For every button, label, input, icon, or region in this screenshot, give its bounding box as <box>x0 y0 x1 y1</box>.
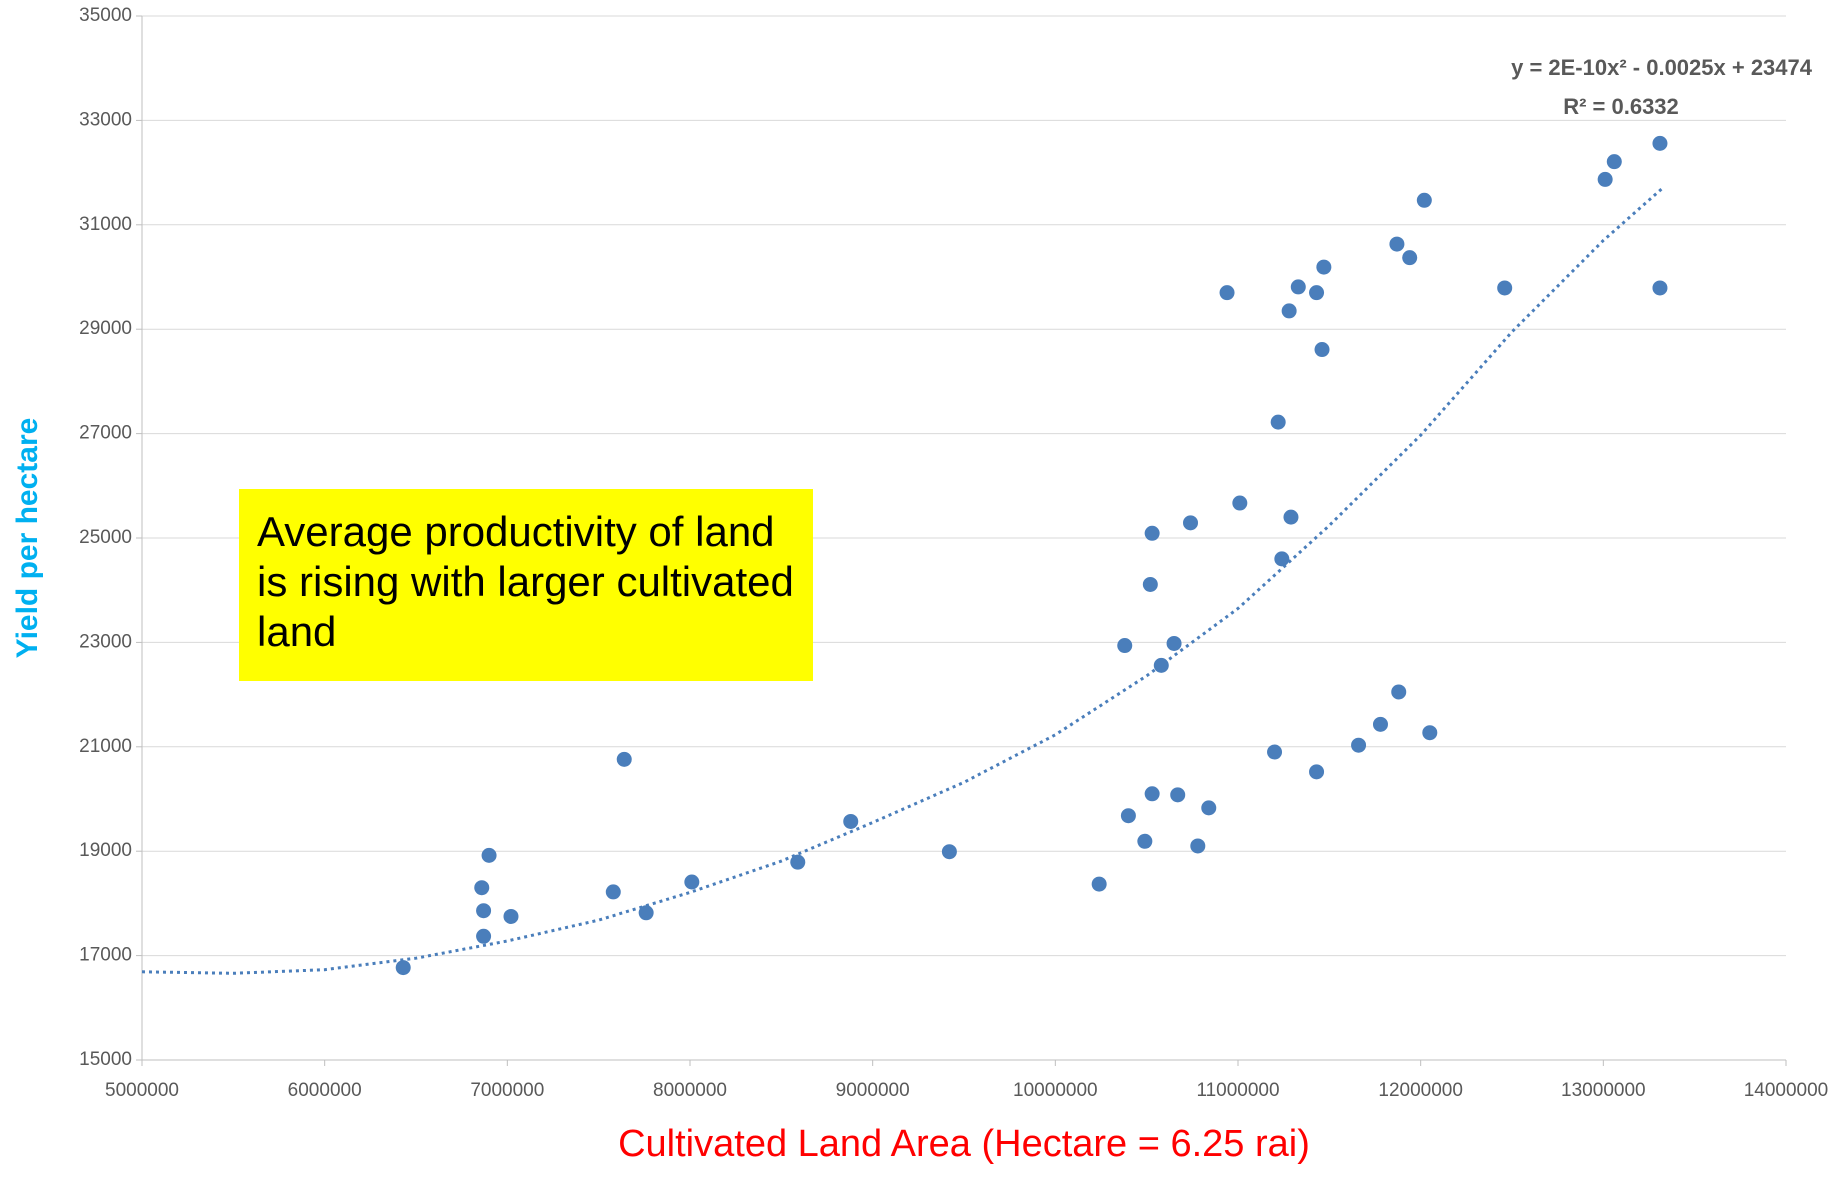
point <box>1219 285 1235 301</box>
point <box>1142 576 1158 592</box>
point <box>503 908 519 924</box>
r-squared: R² = 0.6332 <box>1563 94 1679 119</box>
y-tick-label: 23000 <box>79 631 132 652</box>
trendline <box>141 186 1665 975</box>
point <box>1309 285 1325 301</box>
y-tick-label: 29000 <box>79 318 132 339</box>
point <box>1281 303 1297 319</box>
point <box>684 874 700 890</box>
point <box>790 854 806 870</box>
point <box>1652 135 1668 151</box>
point <box>1190 838 1206 854</box>
point <box>1652 280 1668 296</box>
x-tick-label: 8000000 <box>653 1080 727 1101</box>
x-tick-label: 11000000 <box>1196 1080 1279 1101</box>
point <box>1309 764 1325 780</box>
point <box>1416 192 1432 208</box>
point <box>1597 171 1613 187</box>
point <box>476 928 492 944</box>
point <box>1372 716 1388 732</box>
x-tick-label: 14000000 <box>1744 1080 1829 1101</box>
point <box>605 884 621 900</box>
point <box>1270 414 1286 430</box>
y-tick-label: 27000 <box>79 423 132 444</box>
point <box>474 880 490 896</box>
point <box>1201 800 1217 816</box>
point <box>1166 635 1182 651</box>
y-tick-label: 19000 <box>79 840 132 861</box>
y-tick-label: 31000 <box>79 214 132 235</box>
point <box>1153 657 1169 673</box>
point <box>843 813 859 829</box>
y-tick-label: 17000 <box>79 945 132 966</box>
point <box>1422 725 1438 741</box>
point <box>1232 495 1248 511</box>
point <box>1137 833 1153 849</box>
y-tick-label: 33000 <box>79 109 132 130</box>
point <box>1314 342 1330 358</box>
point <box>1091 876 1107 892</box>
point <box>1389 236 1405 252</box>
point <box>1316 259 1332 275</box>
x-tick-label: 7000000 <box>470 1080 544 1101</box>
point <box>1170 787 1186 803</box>
point <box>1391 684 1407 700</box>
point <box>616 751 632 767</box>
x-tick-label: 9000000 <box>836 1080 910 1101</box>
x-tick-label: 10000000 <box>1013 1080 1098 1101</box>
y-tick-label: 15000 <box>79 1049 132 1070</box>
x-axis-label: Cultivated Land Area (Hectare = 6.25 rai… <box>618 1123 1310 1165</box>
point <box>1267 744 1283 760</box>
point <box>476 903 492 919</box>
point <box>1144 786 1160 802</box>
point <box>1183 515 1199 531</box>
point <box>1497 280 1513 296</box>
y-tick-label: 35000 <box>79 5 132 26</box>
point <box>638 905 654 921</box>
point <box>1117 638 1133 654</box>
y-axis-label: Yield per hectare <box>11 418 44 659</box>
point <box>1290 279 1306 295</box>
point <box>941 844 957 860</box>
y-tick-label: 21000 <box>79 736 132 757</box>
x-tick-label: 5000000 <box>105 1080 179 1101</box>
point <box>1402 250 1418 266</box>
trend-equation: y = 2E-10x² - 0.0025x + 23474 <box>1511 55 1813 80</box>
point <box>395 960 411 976</box>
annotation: Average productivity of land is rising w… <box>239 489 813 681</box>
x-tick-label: 6000000 <box>288 1080 362 1101</box>
point <box>1351 737 1367 753</box>
point <box>1120 808 1136 824</box>
x-tick-label: 12000000 <box>1378 1080 1463 1101</box>
x-tick-label: 13000000 <box>1561 1080 1646 1101</box>
y-tick-label: 25000 <box>79 527 132 548</box>
point <box>1283 509 1299 525</box>
point <box>481 847 497 863</box>
point <box>1144 525 1160 541</box>
point <box>1606 154 1622 170</box>
point <box>1274 551 1290 567</box>
